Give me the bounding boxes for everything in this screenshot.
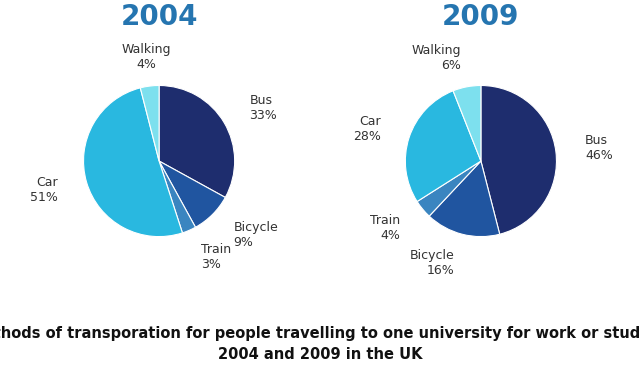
Text: Bus
33%: Bus 33% xyxy=(250,94,277,122)
Title: 2004: 2004 xyxy=(120,4,198,31)
Text: Train
3%: Train 3% xyxy=(201,243,231,271)
Wedge shape xyxy=(159,86,235,197)
Text: Methods of transporation for people travelling to one university for work or stu: Methods of transporation for people trav… xyxy=(0,326,640,362)
Text: Walking
4%: Walking 4% xyxy=(121,43,171,71)
Wedge shape xyxy=(429,161,500,236)
Text: Bus
46%: Bus 46% xyxy=(585,134,612,162)
Title: 2009: 2009 xyxy=(442,4,520,31)
Wedge shape xyxy=(84,88,182,236)
Wedge shape xyxy=(159,161,225,227)
Text: Bicycle
9%: Bicycle 9% xyxy=(233,221,278,249)
Text: Bicycle
16%: Bicycle 16% xyxy=(410,249,455,277)
Text: Car
28%: Car 28% xyxy=(353,115,381,143)
Wedge shape xyxy=(159,161,195,233)
Wedge shape xyxy=(417,161,481,216)
Wedge shape xyxy=(405,91,481,202)
Wedge shape xyxy=(453,86,481,161)
Wedge shape xyxy=(481,86,556,234)
Text: Car
51%: Car 51% xyxy=(31,176,58,204)
Text: Train
4%: Train 4% xyxy=(370,214,400,242)
Text: Walking
6%: Walking 6% xyxy=(412,44,461,72)
Wedge shape xyxy=(140,86,159,161)
